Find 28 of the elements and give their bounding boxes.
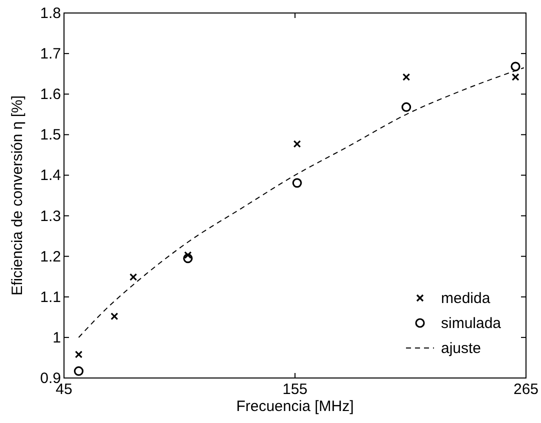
x-axis-title: Frecuencia [MHz]	[236, 398, 354, 415]
point	[402, 102, 412, 112]
point	[74, 350, 82, 358]
y-tick-label: 1.7	[40, 46, 61, 63]
point	[512, 73, 520, 81]
point	[110, 312, 118, 320]
x-tick-label: 155	[282, 381, 308, 398]
point	[402, 73, 410, 81]
point	[74, 366, 84, 376]
point	[184, 251, 192, 259]
y-tick-label: 1.6	[40, 86, 61, 104]
point	[183, 254, 193, 264]
point	[293, 140, 301, 148]
legend-label: ajuste	[441, 340, 482, 357]
x-tick-label: 265	[513, 381, 539, 398]
point	[510, 62, 520, 72]
point	[130, 273, 138, 281]
y-tick-label: 1.5	[40, 126, 61, 144]
legend-label: medida	[441, 290, 491, 307]
point	[292, 178, 302, 188]
y-axis-title: Eficiencia de conversión η [%]	[9, 95, 26, 296]
y-tick-label: 1.4	[40, 167, 61, 184]
y-tick-label: 1	[52, 329, 61, 346]
y-tick-label: 1.2	[40, 248, 61, 266]
y-tick-label: 1.3	[40, 208, 61, 225]
y-tick-label: 1.1	[40, 288, 61, 306]
legend-label: simulada	[441, 315, 502, 332]
y-tick-label: 1.8	[40, 5, 61, 22]
